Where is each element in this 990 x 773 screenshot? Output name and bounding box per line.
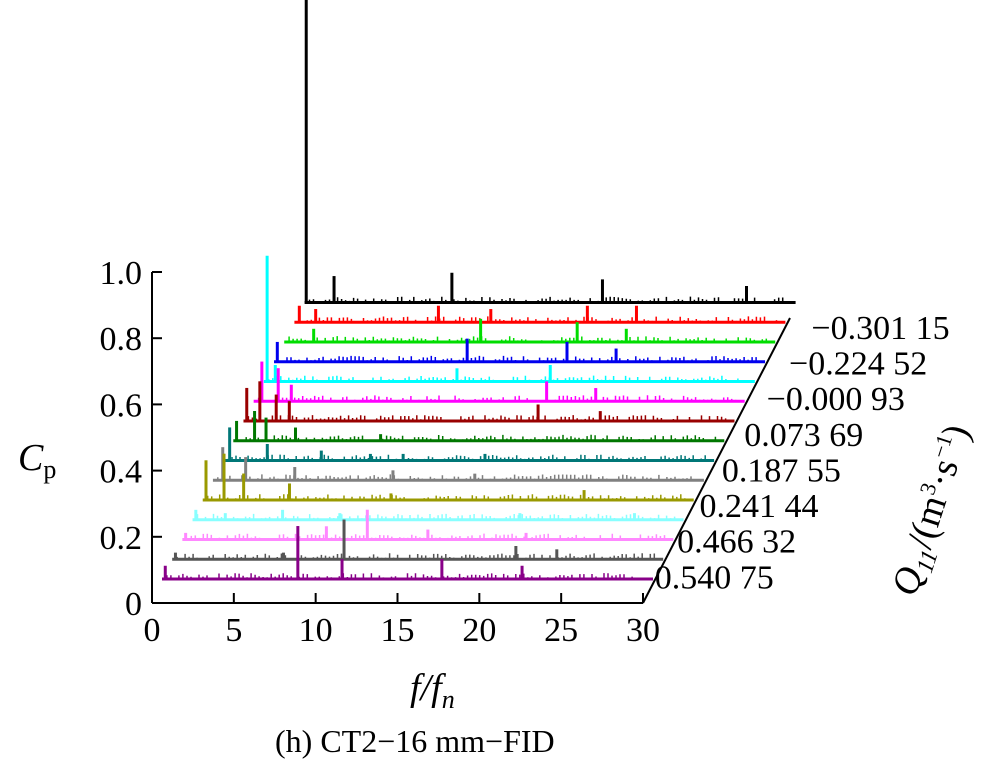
y-tick-label: 0.8 [100,321,143,358]
depth-axis-line [642,317,791,604]
z-ticks: −0.301 15−0.224 52−0.000 930.073 690.187… [655,310,950,596]
z-tick-label: 0.466 32 [677,524,796,561]
series-noise [237,434,717,441]
series-noise [268,375,743,382]
series-noise [308,296,788,303]
y-tick-label: 0 [125,586,142,623]
axes-layer: 00.20.40.60.81.0 0 5 10 15 20 25 30 −0.301 15−… [100,255,950,649]
z-tick-label: −0.301 15 [811,310,949,347]
svg-text:f/fn: f/fn [410,667,455,714]
z-tick-label: 0.187 55 [722,452,841,489]
series-14 [162,526,653,581]
series-noise [176,553,656,560]
series-noise [288,336,768,342]
series-3 [274,338,766,364]
series-12 [182,509,674,542]
series-noise [196,513,676,520]
series-5 [253,361,745,403]
series-9 [212,447,704,482]
x-ticks: 0 5 10 15 20 25 30 [144,593,660,649]
y-tick-label: 0.6 [100,387,143,424]
series-2 [284,318,776,344]
x-tick-label: 10 [299,612,333,649]
z-tick-label: −0.000 93 [767,381,905,418]
z-tick-label: 0.540 75 [655,559,774,596]
y-axis-title: Cp [18,437,56,484]
x-tick-label: 5 [225,612,242,649]
series-8 [223,427,715,463]
series-layer [162,0,796,581]
series-noise [227,454,706,461]
z-axis-title: Q11/(m3·s−1) [883,419,983,602]
chart-caption: (h) CT2−16 mm−FID [275,723,555,759]
series-0 [304,0,796,305]
x-tick-label: 20 [462,612,496,649]
y-ticks: 0 0.2 0.4 0.6 0.8 1.0 [100,255,162,623]
series-4 [263,255,755,384]
x-tick-label: 15 [381,612,415,649]
z-tick-label: −0.224 52 [789,346,927,383]
svg-text:Cp: Cp [18,437,56,484]
x-tick-label: 30 [626,612,660,649]
series-11 [192,509,684,522]
y-tick-label: 0.4 [100,454,143,491]
series-noise [247,415,727,421]
series-7 [233,410,725,443]
x-tick-label: 0 [144,612,161,649]
series-noise [217,474,696,481]
series-noise [278,355,757,362]
series-noise [166,573,645,579]
y-tick-label: 1.0 [100,255,143,292]
svg-text:Q11/(m3·s−1): Q11/(m3·s−1) [883,419,983,602]
series-noise [186,533,666,540]
z-tick-label: 0.241 44 [700,488,819,525]
series-13 [172,519,664,561]
z-tick-label: 0.073 69 [744,417,863,454]
x-axis-title: f/fn [410,667,455,714]
x-tick-label: 25 [544,612,578,649]
series-1 [294,305,786,324]
series-noise [206,494,686,500]
y-tick-label: 0.2 [100,520,143,557]
series-10 [202,453,694,502]
series-6 [243,381,735,423]
